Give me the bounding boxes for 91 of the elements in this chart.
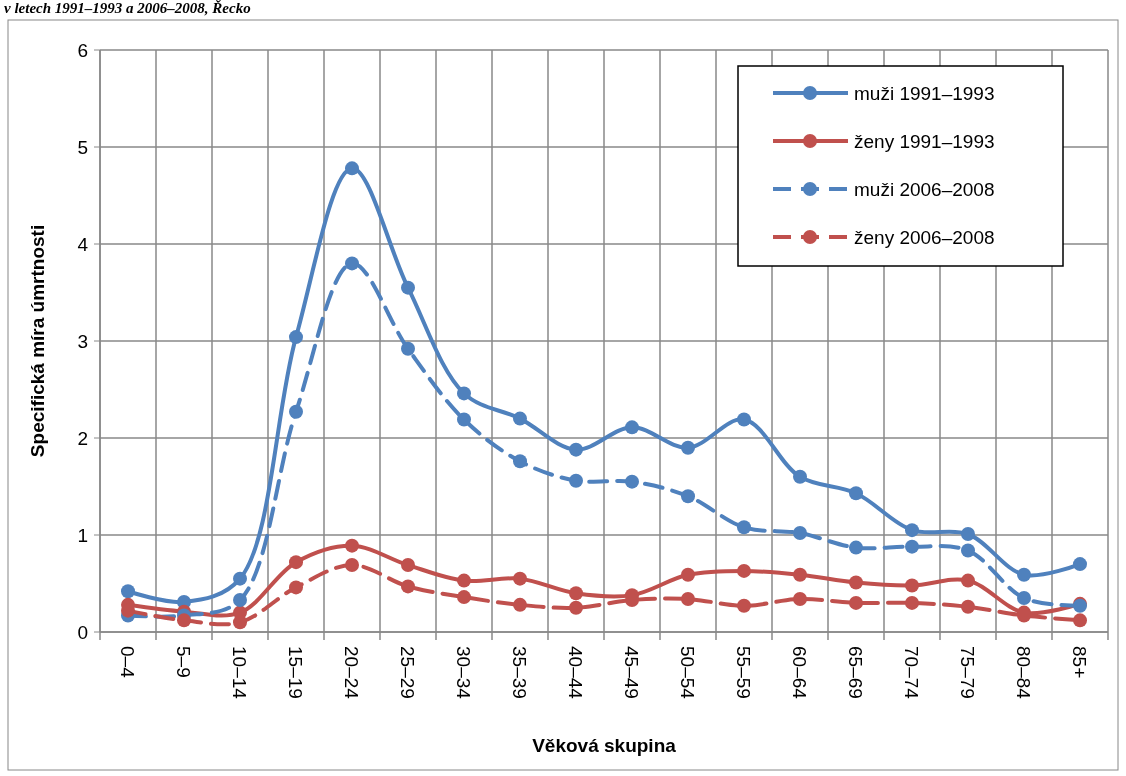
point <box>625 474 639 489</box>
point <box>569 586 583 601</box>
point <box>457 386 471 401</box>
point <box>289 404 303 419</box>
point <box>289 330 303 345</box>
point <box>401 280 415 295</box>
chart-title: v letech 1991–1993 a 2006–2008, Řecko <box>4 0 251 16</box>
point <box>737 412 751 427</box>
point <box>905 523 919 538</box>
point <box>457 573 471 588</box>
x-tick-label: 35–39 <box>509 646 531 699</box>
x-tick-label: 85+ <box>1069 646 1091 679</box>
point <box>681 489 695 504</box>
legend-label: ženy 2006–2008 <box>854 226 995 248</box>
point <box>513 597 527 612</box>
point <box>345 538 359 553</box>
point <box>961 543 975 558</box>
x-tick-label: 15–19 <box>285 646 307 699</box>
point <box>961 527 975 542</box>
x-tick-label: 70–74 <box>901 646 923 700</box>
point <box>849 575 863 590</box>
x-tick-label: 65–69 <box>845 646 867 699</box>
x-axis-title: Věková skupina <box>532 735 677 756</box>
point <box>233 571 247 586</box>
x-tick-label: 60–64 <box>789 646 811 700</box>
point <box>905 595 919 610</box>
point <box>1073 557 1087 572</box>
point <box>1073 613 1087 628</box>
point <box>1017 591 1031 606</box>
point <box>849 540 863 555</box>
point <box>793 567 807 582</box>
point <box>793 592 807 607</box>
point <box>121 584 135 599</box>
x-tick-label: 10–14 <box>229 646 251 700</box>
point <box>345 161 359 176</box>
legend-label: ženy 1991–1993 <box>854 130 995 152</box>
x-tick-label: 55–59 <box>733 646 755 699</box>
point <box>793 526 807 541</box>
point <box>233 615 247 630</box>
point <box>569 473 583 488</box>
point <box>289 580 303 595</box>
point <box>345 558 359 573</box>
x-tick-label: 0–4 <box>117 646 139 679</box>
point <box>961 573 975 588</box>
point <box>513 571 527 586</box>
point <box>681 592 695 607</box>
point <box>513 454 527 469</box>
point <box>401 558 415 573</box>
y-tick-label: 3 <box>77 330 88 352</box>
point <box>401 579 415 594</box>
y-tick-label: 2 <box>77 427 88 449</box>
x-tick-label: 75–79 <box>957 646 979 699</box>
point <box>737 520 751 535</box>
point <box>1017 567 1031 582</box>
y-tick-label: 0 <box>77 621 88 643</box>
point <box>177 613 191 628</box>
point <box>457 590 471 605</box>
point <box>233 592 247 607</box>
point <box>961 599 975 614</box>
point <box>401 341 415 356</box>
x-tick-label: 40–44 <box>565 646 587 700</box>
point <box>289 555 303 570</box>
point <box>905 539 919 554</box>
point <box>569 442 583 457</box>
y-axis-title: Specifická míra úmrtnosti <box>27 224 48 458</box>
point <box>513 411 527 426</box>
y-tick-label: 4 <box>77 233 89 255</box>
x-tick-label: 20–24 <box>341 646 363 700</box>
x-tick-label: 30–34 <box>453 646 475 700</box>
legend-label: muži 2006–2008 <box>854 178 995 200</box>
point <box>457 412 471 427</box>
point <box>681 440 695 455</box>
x-tick-label: 5–9 <box>173 646 195 678</box>
point <box>345 256 359 271</box>
point <box>737 598 751 613</box>
point <box>569 600 583 615</box>
x-tick-label: 80–84 <box>1013 646 1035 700</box>
legend-label: muži 1991–1993 <box>854 82 995 104</box>
point <box>793 469 807 484</box>
x-tick-label: 25–29 <box>397 646 419 699</box>
point <box>905 578 919 593</box>
point <box>849 486 863 501</box>
x-tick-label: 45–49 <box>621 646 643 699</box>
point <box>737 563 751 578</box>
y-tick-label: 6 <box>77 39 88 61</box>
y-tick-label: 5 <box>77 136 88 158</box>
point <box>849 595 863 610</box>
point <box>681 567 695 582</box>
point <box>625 420 639 435</box>
y-tick-label: 1 <box>77 524 88 546</box>
x-tick-label: 50–54 <box>677 646 699 700</box>
